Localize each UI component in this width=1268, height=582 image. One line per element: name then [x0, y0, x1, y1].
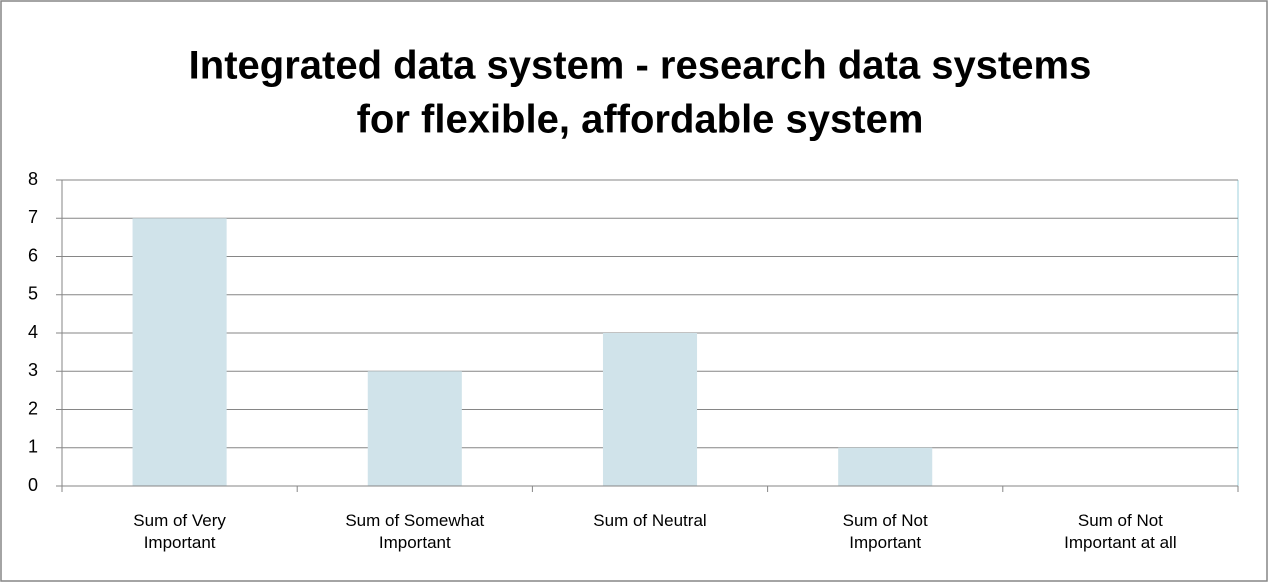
y-tick-label: 3: [28, 360, 38, 380]
chart-title: for flexible, affordable system: [357, 98, 924, 142]
y-tick-label: 6: [28, 245, 38, 265]
bar: [132, 218, 227, 486]
bar: [367, 371, 462, 486]
bar: [602, 333, 698, 486]
y-tick-label: 0: [28, 475, 38, 495]
y-tick-label: 4: [28, 322, 38, 342]
y-tick-label: 5: [28, 284, 38, 304]
x-tick-label: Sum of Somewhat Important: [345, 511, 485, 552]
bar: [838, 447, 933, 486]
x-tick-label: Sum of Not Important at all: [1064, 511, 1177, 552]
x-tick-label: Sum of Not Important: [842, 511, 928, 552]
y-tick-label: 2: [28, 398, 38, 418]
chart-title: Integrated data system - research data s…: [189, 44, 1092, 88]
x-tick-label: Sum of Very Important: [133, 511, 226, 552]
x-tick-label: Sum of Neutral: [593, 511, 707, 530]
y-tick-label: 8: [28, 169, 38, 189]
y-tick-label: 7: [28, 207, 38, 227]
y-tick-label: 1: [28, 437, 38, 457]
